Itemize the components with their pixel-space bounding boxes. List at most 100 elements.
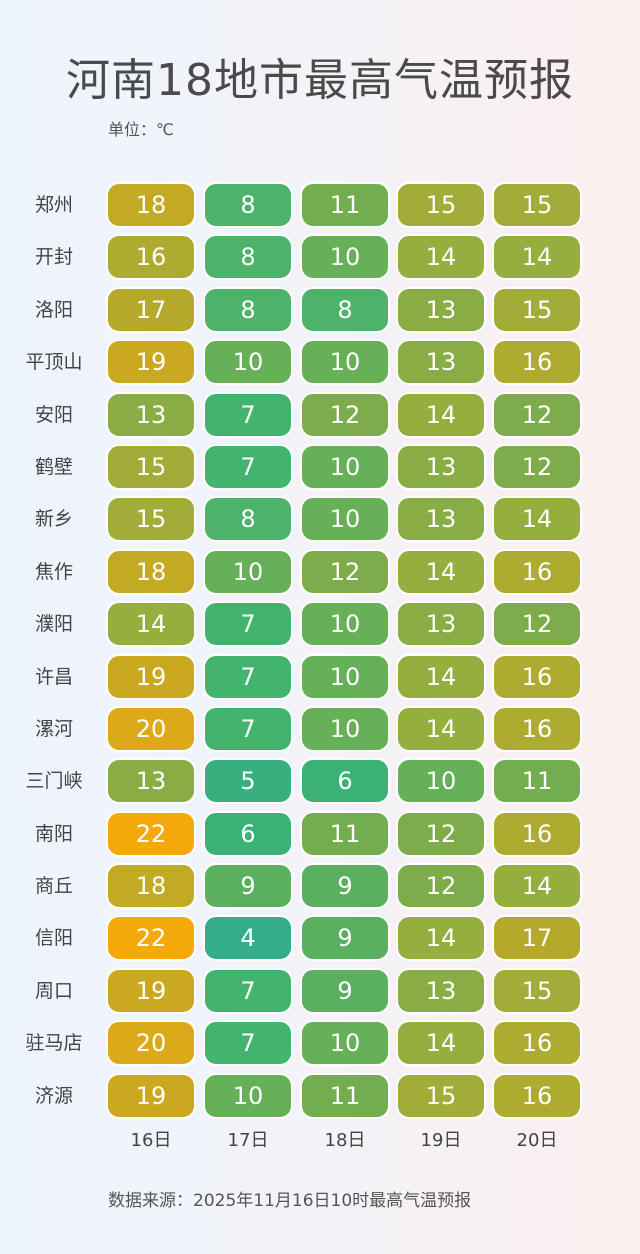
- temperature-cell: 11: [300, 182, 390, 228]
- city-label: 新乡: [34, 508, 73, 531]
- table-row: 周口 19 7 9 13 15: [0, 967, 640, 1020]
- temperature-cell: 13: [106, 391, 196, 438]
- date-label: 19日: [420, 1130, 462, 1151]
- temperature-cell: 10: [300, 705, 390, 752]
- temperature-cell: 13: [396, 601, 486, 648]
- temperature-cell: 14: [396, 548, 486, 595]
- city-label: 濮阳: [34, 613, 73, 636]
- date-label: 18日: [324, 1130, 366, 1151]
- table-row: 安阳 13 7 12 14 12: [0, 391, 640, 444]
- temperature-cell: 16: [106, 234, 196, 281]
- table-row: 洛阳 17 8 8 13 15: [0, 286, 640, 339]
- temperature-cell: 7: [203, 653, 293, 700]
- temperature-cell: 10: [300, 234, 390, 281]
- temperature-cell: 13: [396, 496, 486, 543]
- city-label: 三门峡: [25, 770, 83, 793]
- table-row: 濮阳 14 7 10 13 12: [0, 601, 640, 653]
- city-label: 开封: [34, 246, 73, 269]
- city-label: 周口: [34, 979, 73, 1002]
- temperature-cell: 10: [396, 758, 486, 805]
- temperature-cell: 11: [300, 1072, 390, 1119]
- city-label: 南阳: [34, 822, 73, 845]
- temperature-cell: 18: [106, 182, 196, 228]
- temperature-cell: 16: [492, 653, 582, 700]
- temperature-cell: 20: [106, 1020, 196, 1067]
- temperature-cell: 22: [106, 810, 196, 857]
- date-label: 17日: [227, 1130, 269, 1151]
- temperature-cell: 13: [396, 286, 486, 333]
- temperature-cell: 8: [203, 496, 293, 543]
- temperature-cell: 18: [106, 863, 196, 910]
- table-row: 漯河 20 7 10 14 16: [0, 705, 640, 758]
- temperature-cell: 7: [203, 1020, 293, 1067]
- temperature-cell: 14: [492, 863, 582, 910]
- city-label: 焦作: [34, 560, 73, 583]
- temperature-heatmap: 郑州 18 8 11 15 15 开封 16 8 10 14 14 洛阳 17 8 8 13 15 平顶山 19 10 1…: [0, 182, 640, 1125]
- temperature-cell: 16: [492, 810, 582, 857]
- date-label: 20日: [516, 1130, 558, 1151]
- city-label: 济源: [34, 1084, 73, 1107]
- temperature-cell: 15: [396, 1072, 486, 1119]
- temperature-cell: 10: [300, 496, 390, 543]
- temperature-cell: 17: [106, 286, 196, 333]
- temperature-cell: 10: [300, 443, 390, 490]
- temperature-cell: 14: [492, 496, 582, 543]
- temperature-cell: 12: [492, 391, 582, 438]
- table-row: 商丘 18 9 9 12 14: [0, 863, 640, 915]
- temperature-cell: 14: [396, 915, 486, 962]
- temperature-cell: 8: [203, 286, 293, 333]
- temperature-cell: 5: [203, 758, 293, 805]
- temperature-cell: 8: [300, 286, 390, 333]
- city-label: 驻马店: [25, 1032, 83, 1055]
- table-row: 鹤壁 15 7 10 13 12: [0, 443, 640, 496]
- temperature-cell: 7: [203, 601, 293, 648]
- data-source-note: 数据来源：2025年11月16日10时最高气温预报: [108, 1191, 472, 1211]
- temperature-cell: 16: [492, 339, 582, 386]
- table-row: 平顶山 19 10 10 13 16: [0, 339, 640, 391]
- temperature-cell: 14: [396, 653, 486, 700]
- temperature-cell: 7: [203, 705, 293, 752]
- temperature-cell: 9: [300, 863, 390, 910]
- temperature-cell: 19: [106, 653, 196, 700]
- x-axis-dates: 16日 17日 18日 19日 20日: [0, 1126, 640, 1156]
- temperature-cell: 7: [203, 443, 293, 490]
- temperature-cell: 6: [203, 810, 293, 857]
- temperature-cell: 14: [106, 601, 196, 648]
- temperature-cell: 15: [492, 182, 582, 228]
- table-row: 信阳 22 4 9 14 17: [0, 915, 640, 967]
- temperature-cell: 10: [203, 1072, 293, 1119]
- date-label: 16日: [130, 1130, 172, 1151]
- temperature-cell: 4: [203, 915, 293, 962]
- temperature-cell: 15: [396, 182, 486, 228]
- temperature-cell: 22: [106, 915, 196, 962]
- temperature-cell: 13: [106, 758, 196, 805]
- temperature-cell: 16: [492, 548, 582, 595]
- temperature-cell: 15: [492, 286, 582, 333]
- temperature-cell: 9: [300, 967, 390, 1014]
- temperature-cell: 12: [396, 810, 486, 857]
- city-label: 漯河: [34, 717, 73, 740]
- temperature-cell: 10: [203, 339, 293, 386]
- temperature-cell: 6: [300, 758, 390, 805]
- temperature-cell: 19: [106, 1072, 196, 1119]
- chart-title: 河南18地市最高气温预报: [66, 55, 574, 106]
- table-row: 开封 16 8 10 14 14: [0, 234, 640, 286]
- temperature-cell: 19: [106, 339, 196, 386]
- city-label: 平顶山: [25, 351, 83, 374]
- table-row: 南阳 22 6 11 12 16: [0, 810, 640, 863]
- temperature-cell: 18: [106, 548, 196, 595]
- city-label: 安阳: [34, 403, 73, 426]
- temperature-cell: 10: [203, 548, 293, 595]
- table-row: 许昌 19 7 10 14 16: [0, 653, 640, 706]
- temperature-cell: 12: [300, 391, 390, 438]
- table-row: 驻马店 20 7 10 14 16: [0, 1020, 640, 1072]
- temperature-cell: 7: [203, 967, 293, 1014]
- temperature-cell: 17: [492, 915, 582, 962]
- temperature-cell: 15: [106, 443, 196, 490]
- temperature-cell: 10: [300, 339, 390, 386]
- city-label: 商丘: [34, 875, 73, 898]
- temperature-cell: 8: [203, 182, 293, 228]
- temperature-cell: 12: [396, 863, 486, 910]
- temperature-cell: 14: [396, 705, 486, 752]
- temperature-cell: 10: [300, 601, 390, 648]
